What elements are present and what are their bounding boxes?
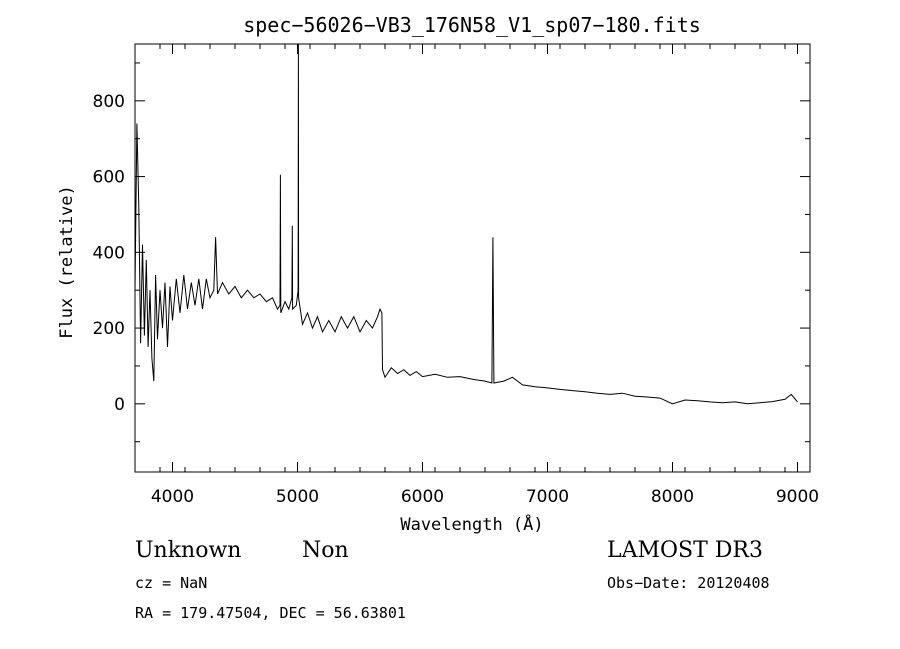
x-axis-label: Wavelength (Å) (400, 513, 543, 535)
coordinates-label: RA = 179.47504, DEC = 56.63801 (135, 604, 406, 622)
x-tick-label: 8000 (651, 487, 694, 507)
y-tick-label: 600 (93, 168, 125, 188)
y-tick-label: 0 (114, 395, 125, 415)
object-subclass: Non (302, 538, 349, 563)
y-tick-label: 200 (93, 319, 125, 339)
x-tick-label: 5000 (276, 487, 319, 507)
x-tick-label: 9000 (776, 487, 819, 507)
y-axis-label: Flux (relative) (57, 185, 77, 339)
chart-title: spec−56026−VB3_176N58_V1_sp07−180.fits (243, 13, 701, 37)
x-tick-label: 6000 (401, 487, 444, 507)
object-class: Unknown (135, 538, 242, 563)
axis-ticks (134, 44, 811, 472)
redshift-label: cz = NaN (135, 574, 208, 592)
survey-label: LAMOST DR3 (607, 538, 763, 563)
y-tick-label: 800 (93, 92, 125, 112)
spectrum-line (134, 43, 798, 405)
spectrum-series (134, 43, 798, 405)
x-tick-label: 7000 (526, 487, 569, 507)
y-tick-label: 400 (93, 243, 125, 263)
plot-frame (134, 43, 811, 473)
obs-date-label: Obs−Date: 20120408 (607, 574, 770, 592)
x-tick-label: 4000 (151, 487, 194, 507)
tick-labels: 4000 5000 6000 7000 8000 9000 0 200 400 600 800 (93, 92, 820, 507)
